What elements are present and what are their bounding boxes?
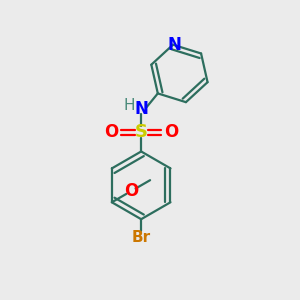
Text: O: O — [104, 123, 118, 141]
Text: S: S — [135, 123, 148, 141]
Text: N: N — [134, 100, 148, 118]
Text: H: H — [123, 98, 135, 113]
Text: Br: Br — [132, 230, 151, 245]
Text: O: O — [164, 123, 178, 141]
Text: N: N — [167, 36, 182, 54]
Text: O: O — [124, 182, 138, 200]
